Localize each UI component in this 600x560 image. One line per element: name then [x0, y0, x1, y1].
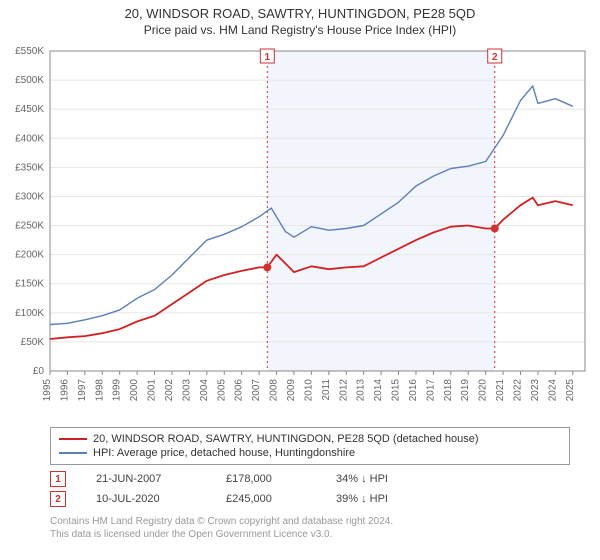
svg-text:2010: 2010	[303, 379, 314, 402]
marker-date: 10-JUL-2020	[96, 493, 196, 505]
svg-text:1997: 1997	[77, 379, 88, 402]
svg-text:2020: 2020	[478, 379, 489, 402]
legend-label: HPI: Average price, detached house, Hunt…	[93, 447, 355, 459]
legend-item: 20, WINDSOR ROAD, SAWTRY, HUNTINGDON, PE…	[59, 432, 561, 446]
chart-subtitle: Price paid vs. HM Land Registry's House …	[0, 21, 600, 41]
license-line-1: Contains HM Land Registry data © Crown c…	[50, 515, 570, 528]
svg-text:2021: 2021	[495, 379, 506, 402]
svg-text:2013: 2013	[356, 379, 367, 402]
svg-text:2001: 2001	[147, 379, 158, 402]
svg-text:1995: 1995	[42, 379, 53, 402]
chart-container: { "title": "20, WINDSOR ROAD, SAWTRY, HU…	[0, 0, 600, 560]
svg-text:2012: 2012	[338, 379, 349, 402]
marker-date: 21-JUN-2007	[96, 473, 196, 485]
chart-area: £0 £50K £100K £150K £200K £250K £300K £350K £400…	[0, 41, 600, 421]
svg-text:£450K: £450K	[15, 104, 44, 115]
svg-text:£50K: £50K	[21, 337, 45, 348]
license-line-2: This data is licensed under the Open Gov…	[50, 528, 570, 541]
marker-number-box: 2	[50, 491, 66, 507]
marker-price: £245,000	[226, 493, 306, 505]
license-text: Contains HM Land Registry data © Crown c…	[50, 515, 570, 541]
svg-text:2017: 2017	[425, 379, 436, 402]
svg-text:1: 1	[265, 52, 271, 63]
marker-pct: 39% ↓ HPI	[336, 493, 426, 505]
svg-text:2019: 2019	[460, 379, 471, 402]
legend-item: HPI: Average price, detached house, Hunt…	[59, 446, 561, 460]
svg-text:2016: 2016	[408, 379, 419, 402]
svg-text:£200K: £200K	[15, 250, 44, 261]
svg-text:£500K: £500K	[15, 75, 44, 86]
svg-text:2003: 2003	[181, 379, 192, 402]
svg-text:2008: 2008	[269, 379, 280, 402]
svg-text:£0: £0	[33, 366, 45, 377]
svg-text:2018: 2018	[443, 379, 454, 402]
legend-swatch	[59, 438, 87, 440]
line-chart-svg: £0 £50K £100K £150K £200K £250K £300K £350K £400…	[0, 41, 600, 421]
marker-pct: 34% ↓ HPI	[336, 473, 426, 485]
svg-text:2022: 2022	[513, 379, 524, 402]
svg-text:2023: 2023	[530, 379, 541, 402]
svg-text:2004: 2004	[199, 379, 210, 402]
svg-text:2: 2	[492, 52, 498, 63]
svg-text:1998: 1998	[94, 379, 105, 402]
svg-text:2007: 2007	[251, 379, 262, 402]
svg-text:£300K: £300K	[15, 191, 44, 202]
svg-text:2000: 2000	[129, 379, 140, 402]
svg-text:1996: 1996	[59, 379, 70, 402]
svg-text:£400K: £400K	[15, 133, 44, 144]
svg-text:2005: 2005	[216, 379, 227, 402]
marker-row: 1 21-JUN-2007 £178,000 34% ↓ HPI	[50, 469, 570, 489]
legend-swatch	[59, 452, 87, 454]
marker-table: 1 21-JUN-2007 £178,000 34% ↓ HPI 2 10-JUL-202…	[50, 469, 570, 509]
legend: 20, WINDSOR ROAD, SAWTRY, HUNTINGDON, PE…	[50, 427, 570, 465]
svg-text:2002: 2002	[164, 379, 175, 402]
svg-text:£350K: £350K	[15, 162, 44, 173]
svg-text:2011: 2011	[321, 379, 332, 401]
svg-text:2025: 2025	[565, 379, 576, 402]
svg-text:2024: 2024	[547, 379, 558, 402]
marker-row: 2 10-JUL-2020 £245,000 39% ↓ HPI	[50, 489, 570, 509]
legend-label: 20, WINDSOR ROAD, SAWTRY, HUNTINGDON, PE…	[93, 433, 479, 445]
marker-price: £178,000	[226, 473, 306, 485]
svg-text:£100K: £100K	[15, 308, 44, 319]
svg-text:2015: 2015	[391, 379, 402, 402]
svg-text:2006: 2006	[234, 379, 245, 402]
svg-text:£150K: £150K	[15, 279, 44, 290]
svg-text:£550K: £550K	[15, 46, 44, 57]
chart-title: 20, WINDSOR ROAD, SAWTRY, HUNTINGDON, PE…	[0, 0, 600, 21]
svg-text:1999: 1999	[112, 379, 123, 402]
svg-text:2014: 2014	[373, 379, 384, 402]
svg-text:£250K: £250K	[15, 221, 44, 232]
marker-number-box: 1	[50, 471, 66, 487]
svg-text:2009: 2009	[286, 379, 297, 402]
